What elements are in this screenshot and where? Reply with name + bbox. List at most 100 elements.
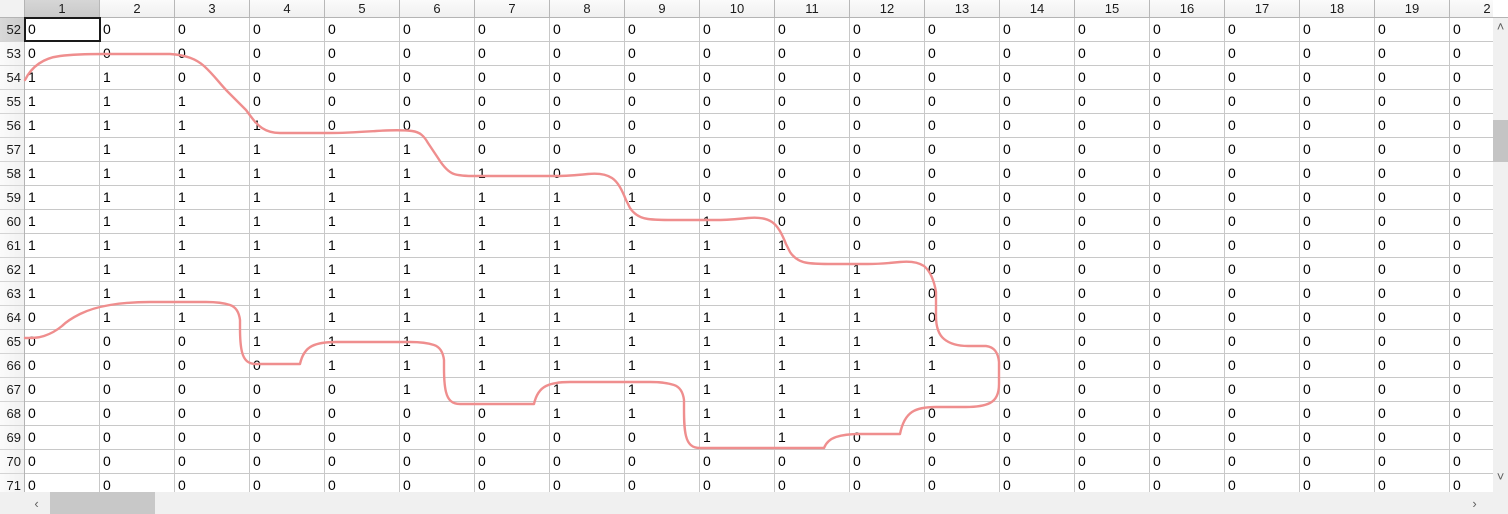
cell-r57-c10[interactable]: 0 xyxy=(700,138,775,162)
cell-r70-c7[interactable]: 0 xyxy=(475,450,550,474)
cell-r54-c14[interactable]: 0 xyxy=(1000,66,1075,90)
cell-r57-c5[interactable]: 1 xyxy=(325,138,400,162)
cell-r58-c17[interactable]: 0 xyxy=(1225,162,1300,186)
cell-r52-c6[interactable]: 0 xyxy=(400,18,475,42)
cell-r55-c4[interactable]: 0 xyxy=(250,90,325,114)
cell-r60-c11[interactable]: 0 xyxy=(775,210,850,234)
cell-r68-c8[interactable]: 1 xyxy=(550,402,625,426)
cell-r62-c17[interactable]: 0 xyxy=(1225,258,1300,282)
cell-r71-c13[interactable]: 0 xyxy=(925,474,1000,492)
cell-r61-c1[interactable]: 1 xyxy=(25,234,100,258)
cell-r59-c18[interactable]: 0 xyxy=(1300,186,1375,210)
cell-r65-c2[interactable]: 0 xyxy=(1450,330,1493,354)
cell-r64-c4[interactable]: 1 xyxy=(250,306,325,330)
cell-r62-c4[interactable]: 1 xyxy=(250,258,325,282)
cell-r53-c2[interactable]: 0 xyxy=(1450,42,1493,66)
cell-r67-c15[interactable]: 0 xyxy=(1075,378,1150,402)
cell-r60-c12[interactable]: 0 xyxy=(850,210,925,234)
row-header-column[interactable]: 52 53 54 55 56 57 58 59 60 61 62 63 64 65 66 67 68 69 70 71 xyxy=(0,18,25,492)
cell-r66-c14[interactable]: 0 xyxy=(1000,354,1075,378)
cell-r55-c16[interactable]: 0 xyxy=(1150,90,1225,114)
cell-r69-c18[interactable]: 0 xyxy=(1300,426,1375,450)
cell-r61-c8[interactable]: 1 xyxy=(550,234,625,258)
cell-r69-c5[interactable]: 0 xyxy=(325,426,400,450)
cell-r54-c11[interactable]: 0 xyxy=(775,66,850,90)
row-header-65[interactable]: 65 xyxy=(0,330,24,354)
cell-r63-c3[interactable]: 1 xyxy=(175,282,250,306)
cell-r64-c17[interactable]: 0 xyxy=(1225,306,1300,330)
cell-r59-c2[interactable]: 1 xyxy=(100,186,175,210)
cell-r62-c19[interactable]: 0 xyxy=(1375,258,1450,282)
column-header-18[interactable]: 18 xyxy=(1300,0,1375,17)
cell-r69-c15[interactable]: 0 xyxy=(1075,426,1150,450)
cell-r67-c10[interactable]: 1 xyxy=(700,378,775,402)
cell-r63-c14[interactable]: 0 xyxy=(1000,282,1075,306)
cell-r55-c9[interactable]: 0 xyxy=(625,90,700,114)
column-header-11[interactable]: 11 xyxy=(775,0,850,17)
cell-r68-c18[interactable]: 0 xyxy=(1300,402,1375,426)
cell-r53-c10[interactable]: 0 xyxy=(700,42,775,66)
row-header-52[interactable]: 52 xyxy=(0,18,24,42)
cell-r67-c4[interactable]: 0 xyxy=(250,378,325,402)
cell-r59-c10[interactable]: 0 xyxy=(700,186,775,210)
cell-r56-c5[interactable]: 0 xyxy=(325,114,400,138)
cell-r69-c14[interactable]: 0 xyxy=(1000,426,1075,450)
cell-r58-c8[interactable]: 0 xyxy=(550,162,625,186)
cell-r71-c19[interactable]: 0 xyxy=(1375,474,1450,492)
cell-r67-c19[interactable]: 0 xyxy=(1375,378,1450,402)
cell-r71-c8[interactable]: 0 xyxy=(550,474,625,492)
cell-r64-c3[interactable]: 1 xyxy=(175,306,250,330)
cell-r70-c5[interactable]: 0 xyxy=(325,450,400,474)
row-header-57[interactable]: 57 xyxy=(0,138,24,162)
cell-r62-c15[interactable]: 0 xyxy=(1075,258,1150,282)
cell-r67-c17[interactable]: 0 xyxy=(1225,378,1300,402)
cell-r54-c17[interactable]: 0 xyxy=(1225,66,1300,90)
cell-r67-c8[interactable]: 1 xyxy=(550,378,625,402)
cell-r65-c1[interactable]: 0 xyxy=(25,330,100,354)
cell-r65-c8[interactable]: 1 xyxy=(550,330,625,354)
cell-r53-c15[interactable]: 0 xyxy=(1075,42,1150,66)
column-header-row[interactable]: 1 2 3 4 5 6 7 8 9 10 11 12 13 14 15 16 17 18 19 2 xyxy=(25,0,1493,18)
cell-r59-c13[interactable]: 0 xyxy=(925,186,1000,210)
cell-r69-c2[interactable]: 0 xyxy=(1450,426,1493,450)
cell-r68-c3[interactable]: 0 xyxy=(175,402,250,426)
cell-r61-c16[interactable]: 0 xyxy=(1150,234,1225,258)
cell-r60-c19[interactable]: 0 xyxy=(1375,210,1450,234)
cell-r56-c16[interactable]: 0 xyxy=(1150,114,1225,138)
cell-r52-c11[interactable]: 0 xyxy=(775,18,850,42)
cell-r52-c13[interactable]: 0 xyxy=(925,18,1000,42)
column-header-12[interactable]: 12 xyxy=(850,0,925,17)
cell-r60-c10[interactable]: 1 xyxy=(700,210,775,234)
cell-r62-c3[interactable]: 1 xyxy=(175,258,250,282)
cell-r65-c19[interactable]: 0 xyxy=(1375,330,1450,354)
row-header-58[interactable]: 58 xyxy=(0,162,24,186)
cell-r56-c2[interactable]: 1 xyxy=(100,114,175,138)
cell-r62-c18[interactable]: 0 xyxy=(1300,258,1375,282)
cell-r63-c18[interactable]: 0 xyxy=(1300,282,1375,306)
cell-r59-c15[interactable]: 0 xyxy=(1075,186,1150,210)
cell-r52-c17[interactable]: 0 xyxy=(1225,18,1300,42)
cell-r54-c2[interactable]: 0 xyxy=(1450,66,1493,90)
cell-r58-c6[interactable]: 1 xyxy=(400,162,475,186)
cell-r66-c5[interactable]: 1 xyxy=(325,354,400,378)
cell-r53-c18[interactable]: 0 xyxy=(1300,42,1375,66)
cell-r59-c8[interactable]: 1 xyxy=(550,186,625,210)
cell-r70-c9[interactable]: 0 xyxy=(625,450,700,474)
cell-r55-c19[interactable]: 0 xyxy=(1375,90,1450,114)
cell-r70-c19[interactable]: 0 xyxy=(1375,450,1450,474)
cell-r68-c16[interactable]: 0 xyxy=(1150,402,1225,426)
cell-r53-c11[interactable]: 0 xyxy=(775,42,850,66)
cell-r62-c2[interactable]: 0 xyxy=(1450,258,1493,282)
cell-r64-c2[interactable]: 0 xyxy=(1450,306,1493,330)
cell-r54-c6[interactable]: 0 xyxy=(400,66,475,90)
cell-r55-c5[interactable]: 0 xyxy=(325,90,400,114)
cell-r52-c5[interactable]: 0 xyxy=(325,18,400,42)
cell-r68-c14[interactable]: 0 xyxy=(1000,402,1075,426)
cell-r64-c5[interactable]: 1 xyxy=(325,306,400,330)
column-header-1[interactable]: 1 xyxy=(25,0,100,17)
column-header-3[interactable]: 3 xyxy=(175,0,250,17)
cell-r65-c2[interactable]: 0 xyxy=(100,330,175,354)
cell-r60-c3[interactable]: 1 xyxy=(175,210,250,234)
cell-r62-c16[interactable]: 0 xyxy=(1150,258,1225,282)
cell-r53-c12[interactable]: 0 xyxy=(850,42,925,66)
